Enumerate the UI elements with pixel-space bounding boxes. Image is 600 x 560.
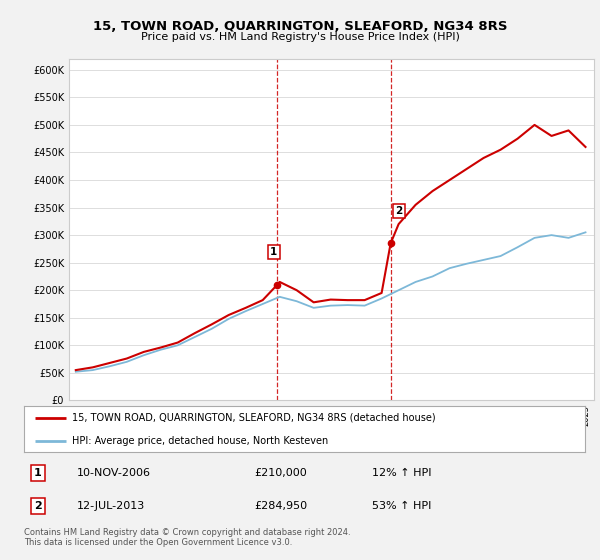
Text: 15, TOWN ROAD, QUARRINGTON, SLEAFORD, NG34 8RS: 15, TOWN ROAD, QUARRINGTON, SLEAFORD, NG… — [93, 20, 507, 32]
Text: 2: 2 — [395, 206, 403, 216]
Text: Contains HM Land Registry data © Crown copyright and database right 2024.
This d: Contains HM Land Registry data © Crown c… — [24, 528, 350, 547]
Text: HPI: Average price, detached house, North Kesteven: HPI: Average price, detached house, Nort… — [71, 436, 328, 446]
Text: 10-NOV-2006: 10-NOV-2006 — [77, 468, 151, 478]
Text: 15, TOWN ROAD, QUARRINGTON, SLEAFORD, NG34 8RS (detached house): 15, TOWN ROAD, QUARRINGTON, SLEAFORD, NG… — [71, 413, 436, 423]
Text: £210,000: £210,000 — [254, 468, 307, 478]
Text: 12% ↑ HPI: 12% ↑ HPI — [372, 468, 431, 478]
Text: 12-JUL-2013: 12-JUL-2013 — [77, 501, 146, 511]
Text: £284,950: £284,950 — [254, 501, 307, 511]
Text: 53% ↑ HPI: 53% ↑ HPI — [372, 501, 431, 511]
Text: 2: 2 — [34, 501, 42, 511]
Text: Price paid vs. HM Land Registry's House Price Index (HPI): Price paid vs. HM Land Registry's House … — [140, 32, 460, 43]
Text: 1: 1 — [34, 468, 42, 478]
Text: 1: 1 — [270, 247, 278, 257]
